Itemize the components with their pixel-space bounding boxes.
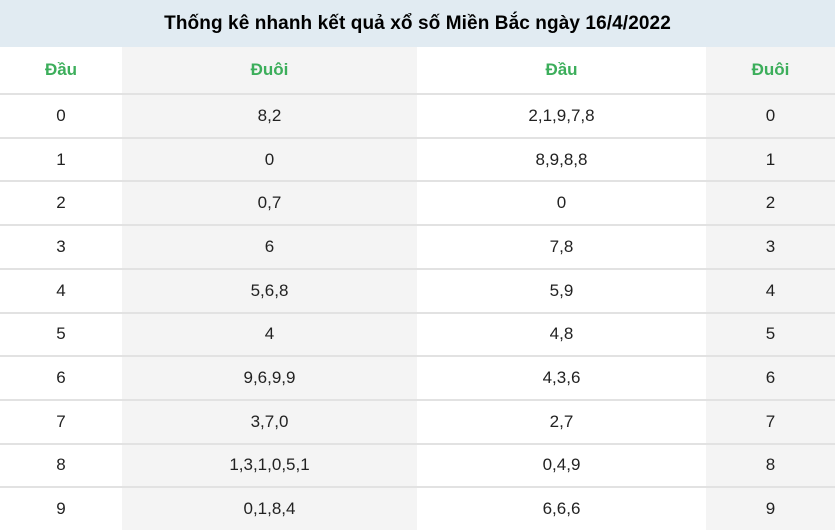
cell-duoi-right: 9 [706,488,835,530]
cell-duoi-right: 2 [706,182,835,225]
cell-dau-right: 6,6,6 [417,488,706,530]
cell-dau-right: 2,1,9,7,8 [417,95,706,137]
table-row: 0 8,2 2,1,9,7,8 0 [0,93,835,137]
table-row: 1 0 8,9,8,8 1 [0,136,835,181]
cell-duoi-right: 1 [706,138,835,181]
cell-dau-right: 0 [417,182,706,225]
cell-dau-right: 4,8 [417,313,706,356]
stats-table: Đầu Đuôi Đầu Đuôi 0 8,2 2,1,9,7,8 0 1 0 … [0,47,835,530]
column-header-dau-right: Đầu [417,47,706,93]
cell-duoi-left: 0 [122,138,417,181]
cell-duoi-left: 8,2 [122,95,417,137]
cell-duoi-right: 0 [706,95,835,137]
cell-duoi-right: 5 [706,313,835,356]
cell-dau-right: 0,4,9 [417,444,706,487]
cell-duoi-left: 0,1,8,4 [122,488,417,530]
table-row: 2 0,7 0 2 [0,180,835,225]
cell-duoi-left: 6 [122,226,417,268]
cell-duoi-left: 5,6,8 [122,269,417,312]
cell-dau-right: 4,3,6 [417,357,706,399]
table-row: 4 5,6,8 5,9 4 [0,267,835,312]
cell-dau-right: 2,7 [417,400,706,443]
cell-dau-left: 4 [0,269,122,312]
column-header-dau-left: Đầu [0,47,122,93]
cell-duoi-right: 4 [706,269,835,312]
cell-dau-right: 8,9,8,8 [417,138,706,181]
cell-duoi-left: 4 [122,313,417,356]
cell-dau-left: 1 [0,138,122,181]
table-row: 8 1,3,1,0,5,1 0,4,9 8 [0,442,835,487]
cell-dau-left: 0 [0,95,122,137]
cell-dau-left: 8 [0,444,122,487]
cell-dau-right: 5,9 [417,269,706,312]
cell-dau-left: 5 [0,313,122,356]
cell-duoi-right: 3 [706,226,835,268]
cell-dau-left: 3 [0,226,122,268]
cell-duoi-left: 1,3,1,0,5,1 [122,444,417,487]
cell-duoi-right: 7 [706,400,835,443]
table-row: 7 3,7,0 2,7 7 [0,398,835,443]
column-header-duoi-right: Đuôi [706,47,835,93]
cell-dau-left: 9 [0,488,122,530]
cell-duoi-left: 3,7,0 [122,400,417,443]
cell-duoi-left: 0,7 [122,182,417,225]
cell-dau-left: 7 [0,400,122,443]
table-row: 6 9,6,9,9 4,3,6 6 [0,355,835,399]
cell-duoi-left: 9,6,9,9 [122,357,417,399]
cell-dau-right: 7,8 [417,226,706,268]
cell-dau-left: 2 [0,182,122,225]
table-header-row: Đầu Đuôi Đầu Đuôi [0,47,835,93]
table-row: 9 0,1,8,4 6,6,6 9 [0,486,835,530]
column-header-duoi-left: Đuôi [122,47,417,93]
cell-dau-left: 6 [0,357,122,399]
table-row: 3 6 7,8 3 [0,224,835,268]
table-row: 5 4 4,8 5 [0,311,835,356]
cell-duoi-right: 8 [706,444,835,487]
cell-duoi-right: 6 [706,357,835,399]
panel-title: Thống kê nhanh kết quả xổ số Miền Bắc ng… [0,0,835,47]
